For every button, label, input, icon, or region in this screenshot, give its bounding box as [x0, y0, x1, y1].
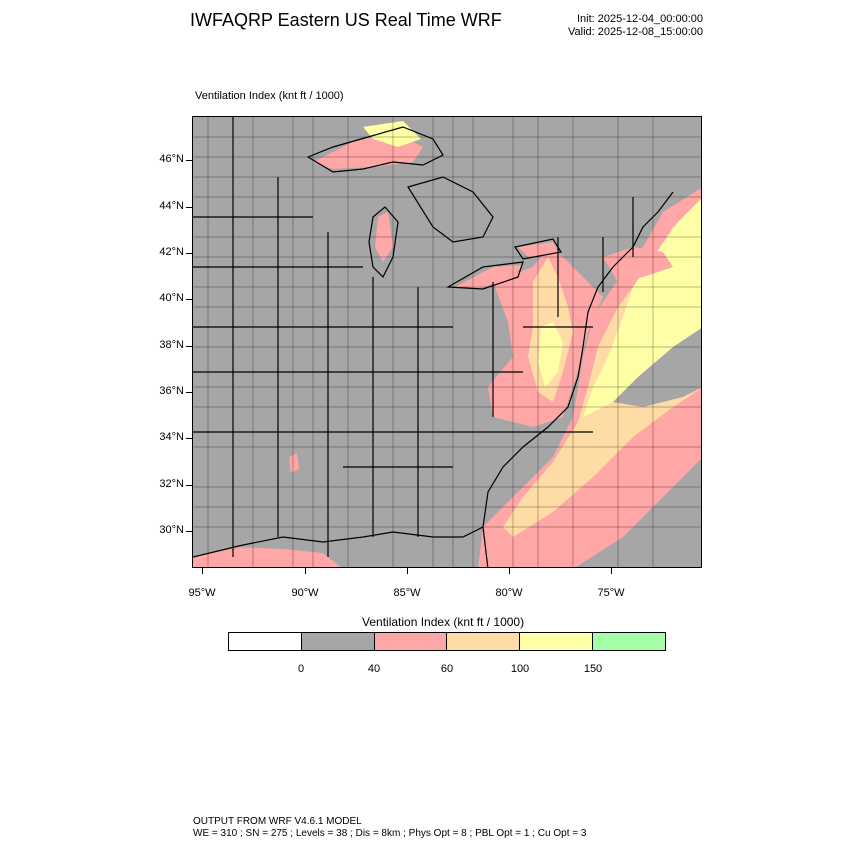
lat-label-30: 30°N: [159, 524, 184, 536]
lat-tick: [186, 438, 192, 439]
colorbar-box-3: [374, 633, 448, 650]
colorbar-box-4: [447, 633, 521, 650]
lon-label-80: 80°W: [495, 587, 523, 599]
lake-erie-pink: [455, 265, 523, 289]
lon-tick: [407, 568, 408, 574]
lon-tick: [509, 568, 510, 574]
lat-label-42: 42°N: [159, 246, 184, 258]
lat-tick: [186, 531, 192, 532]
lower-mississippi-pink: [289, 453, 299, 473]
colorbar-box-5: [520, 633, 594, 650]
lon-label-85: 85°W: [393, 587, 421, 599]
model-parameters: WE = 310 ; SN = 275 ; Levels = 38 ; Dis …: [193, 828, 587, 839]
midatlantic-yellow: [538, 322, 563, 387]
lat-label-36: 36°N: [159, 385, 184, 397]
colorbar-tick-40: 40: [367, 663, 381, 675]
lat-label-46: 46°N: [159, 153, 184, 165]
valid-time: Valid: 2025-12-08_15:00:00: [568, 26, 703, 38]
ocean-gray-east: [613, 328, 701, 407]
colorbar-tick-100: 100: [510, 663, 530, 675]
lon-tick: [202, 568, 203, 574]
init-time: Init: 2025-12-04_00:00:00: [577, 13, 703, 25]
lat-label-38: 38°N: [159, 339, 184, 351]
lat-tick: [186, 346, 192, 347]
lat-tick: [186, 299, 192, 300]
colorbar-tick-150: 150: [583, 663, 603, 675]
ventilation-index-map: [193, 117, 701, 567]
lake-superior-yellow: [363, 121, 421, 147]
colorbar-box-6: [593, 633, 665, 650]
plot-variable-label: Ventilation Index (knt ft / 1000): [195, 90, 344, 102]
lat-tick: [186, 392, 192, 393]
colorbar-tick-60: 60: [440, 663, 454, 675]
map-panel: [192, 116, 702, 568]
model-version: OUTPUT FROM WRF V4.6.1 MODEL: [193, 816, 362, 827]
colorbar-tick-0: 0: [297, 663, 305, 675]
lon-tick: [305, 568, 306, 574]
county-boundaries: [193, 117, 701, 567]
model-info: OUTPUT FROM WRF V4.6.1 MODEL WE = 310 ; …: [193, 816, 586, 840]
lat-label-34: 34°N: [159, 431, 184, 443]
lon-tick: [611, 568, 612, 574]
page-title: IWFAQRP Eastern US Real Time WRF: [190, 10, 502, 30]
gulf-pink-zone: [193, 547, 341, 567]
lon-label-90: 90°W: [291, 587, 319, 599]
colorbar-box-1: [229, 633, 302, 650]
ocean-yellow-zone: [583, 199, 701, 417]
lon-label-95: 95°W: [188, 587, 216, 599]
lat-label-44: 44°N: [159, 200, 184, 212]
lat-tick: [186, 485, 192, 486]
northeast-pink: [603, 247, 673, 282]
lat-label-40: 40°N: [159, 292, 184, 304]
ocean-yellow-zone-2: [613, 268, 701, 362]
colorbar-title: Ventilation Index (knt ft / 1000): [362, 615, 525, 629]
lat-label-32: 32°N: [159, 478, 184, 490]
lat-tick: [186, 207, 192, 208]
lat-tick: [186, 253, 192, 254]
lon-label-75: 75°W: [597, 587, 625, 599]
colorbar-box-2: [301, 633, 375, 650]
colorbar: [228, 632, 666, 651]
run-times: Init: 2025-12-04_00:00:00 Valid: 2025-12…: [568, 13, 703, 39]
lat-tick: [186, 160, 192, 161]
